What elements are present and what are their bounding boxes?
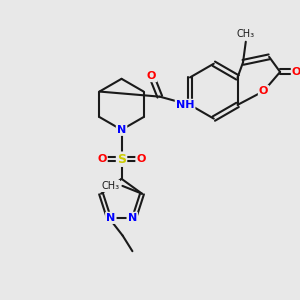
Text: O: O [97, 154, 106, 164]
Text: O: O [292, 67, 300, 77]
Text: S: S [117, 153, 126, 166]
Text: N: N [106, 213, 116, 223]
Text: NH: NH [176, 100, 194, 110]
Text: N: N [117, 125, 126, 135]
Text: O: O [259, 86, 268, 96]
Text: O: O [136, 154, 146, 164]
Text: O: O [147, 71, 156, 81]
Text: N: N [128, 213, 137, 223]
Text: CH₃: CH₃ [101, 181, 119, 191]
Text: CH₃: CH₃ [237, 29, 255, 39]
